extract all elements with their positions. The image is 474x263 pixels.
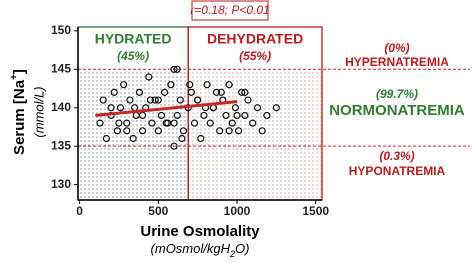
- x-unit-sub: 2: [229, 249, 235, 258]
- point: [145, 73, 153, 81]
- x-unit-part: (mOsmol/kgH: [151, 241, 231, 256]
- chart-title: r=0.18; P<0.01: [190, 3, 269, 17]
- point: [170, 65, 178, 73]
- point: [120, 81, 128, 89]
- point: [272, 104, 280, 112]
- point: [123, 127, 131, 135]
- y-label-sup: +: [9, 74, 20, 80]
- point: [225, 127, 233, 135]
- point: [113, 127, 121, 135]
- y-unit: (mmol/L): [31, 86, 46, 137]
- point: [212, 88, 221, 96]
- point: [253, 104, 262, 112]
- band-label: NORMONATREMIA: [329, 102, 465, 119]
- y-tick-label: 150: [51, 23, 71, 37]
- point: [200, 111, 208, 120]
- point: [146, 96, 155, 104]
- group-percent: (55%): [239, 49, 271, 63]
- x-tick-label: 1000: [224, 204, 251, 218]
- x-tick-label: 0: [76, 204, 83, 218]
- point: [148, 119, 156, 127]
- x-tick-label: 1500: [302, 204, 329, 218]
- x-unit-part: O): [235, 241, 249, 256]
- band-percent: (0.3%): [379, 149, 414, 163]
- point: [167, 81, 175, 89]
- point: [151, 96, 159, 104]
- point: [170, 119, 178, 127]
- point: [129, 134, 137, 143]
- point: [228, 119, 236, 127]
- point: [126, 96, 134, 104]
- point: [225, 81, 233, 89]
- point: [135, 88, 143, 96]
- band-percent: (99.7%): [376, 87, 418, 101]
- region-fill: [78, 69, 189, 201]
- band-label: HYPERNATREMIA: [345, 55, 449, 69]
- x-tick-label: 500: [148, 204, 168, 218]
- y-label: Serum [Na+]: [9, 69, 28, 155]
- point: [186, 81, 194, 89]
- y-label-part: ]: [11, 69, 28, 74]
- point: [241, 111, 249, 120]
- y-tick-label: 145: [51, 61, 71, 75]
- point: [244, 96, 252, 104]
- band-label: HYPONATREMIA: [349, 164, 446, 178]
- point: [99, 96, 107, 104]
- point: [178, 134, 186, 143]
- point: [160, 88, 169, 96]
- point: [217, 88, 225, 96]
- point: [154, 127, 162, 135]
- point: [249, 119, 257, 127]
- point: [110, 88, 118, 96]
- point: [170, 142, 178, 150]
- trend-line: [95, 100, 238, 117]
- point: [179, 127, 188, 135]
- band-percent: (0%): [384, 41, 409, 55]
- point: [162, 119, 170, 127]
- point: [190, 119, 199, 127]
- point: [173, 111, 181, 120]
- point: [231, 104, 240, 112]
- point: [222, 111, 230, 120]
- point: [203, 81, 211, 89]
- point: [197, 134, 205, 143]
- y-label-part: Serum [Na: [11, 79, 28, 155]
- point: [138, 127, 147, 135]
- point: [138, 111, 147, 120]
- point: [123, 119, 131, 127]
- point: [187, 88, 195, 96]
- point: [194, 96, 202, 104]
- point: [176, 96, 184, 104]
- point: [263, 111, 271, 120]
- point: [157, 111, 166, 120]
- point: [173, 65, 181, 73]
- y-tick-label: 140: [51, 100, 71, 114]
- x-label: Urine Osmolality: [140, 223, 260, 240]
- point: [154, 96, 162, 104]
- point: [107, 104, 115, 112]
- group-label: DEHYDRATED: [207, 31, 303, 47]
- point: [206, 119, 214, 127]
- point: [216, 127, 224, 135]
- region-fill: [188, 69, 322, 201]
- y-tick-label: 130: [51, 177, 71, 191]
- group-label: HYDRATED: [95, 31, 172, 47]
- point: [258, 127, 266, 135]
- title-box: [191, 0, 269, 21]
- point: [241, 88, 249, 96]
- point: [102, 134, 110, 143]
- x-unit: (mOsmol/kgH2O): [151, 241, 250, 258]
- group-percent: (45%): [117, 49, 149, 63]
- y-tick-label: 135: [51, 138, 71, 152]
- point: [234, 127, 243, 135]
- point: [96, 119, 104, 127]
- point: [233, 111, 241, 120]
- point: [115, 119, 123, 127]
- point: [238, 88, 246, 96]
- point: [116, 104, 125, 112]
